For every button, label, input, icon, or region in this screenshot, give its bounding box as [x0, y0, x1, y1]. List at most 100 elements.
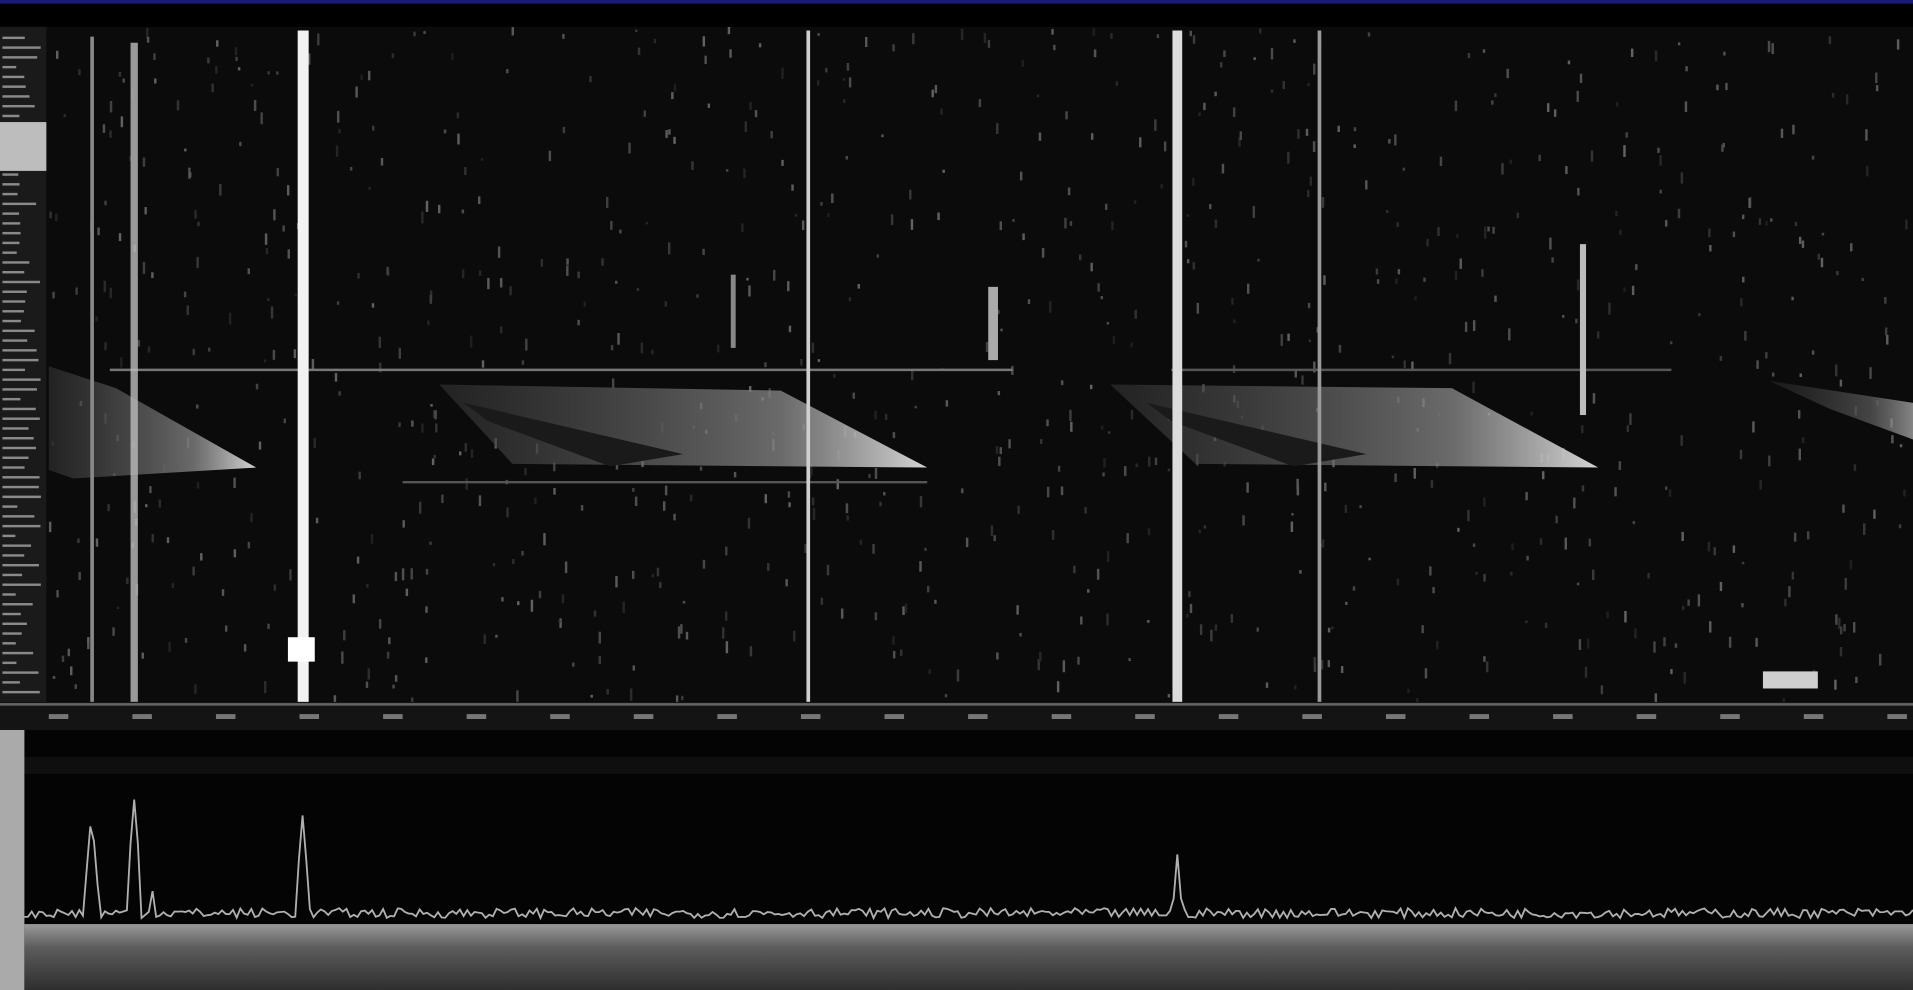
- speckle: [1511, 543, 1514, 551]
- speckle: [1791, 571, 1795, 580]
- speckle: [924, 547, 927, 551]
- speckle: [1896, 39, 1900, 50]
- speckle: [628, 142, 631, 154]
- speckle: [622, 601, 625, 613]
- speckle: [722, 627, 725, 639]
- tick-label-blur: [633, 714, 654, 720]
- speckle: [352, 594, 356, 604]
- speckle: [186, 305, 189, 315]
- speckle: [524, 468, 527, 476]
- speckle: [273, 584, 277, 591]
- speckle: [1492, 226, 1495, 234]
- speckle: [619, 229, 622, 234]
- speckle: [1647, 573, 1650, 579]
- speckle: [1186, 214, 1189, 217]
- speckle: [1394, 134, 1397, 146]
- speckle: [48, 521, 52, 533]
- speckle: [1256, 627, 1259, 632]
- speckle: [145, 504, 148, 508]
- speckle: [1794, 221, 1798, 226]
- speckle: [1135, 463, 1138, 468]
- speckle: [1232, 107, 1236, 117]
- speckle: [56, 590, 59, 598]
- speckle: [632, 665, 636, 671]
- speckle: [598, 631, 601, 644]
- speckle: [1454, 270, 1458, 281]
- speckle: [1685, 66, 1688, 72]
- speckle: [461, 209, 465, 214]
- tick-label-blur: [1302, 714, 1322, 720]
- speckle: [183, 291, 187, 298]
- speckle: [682, 600, 686, 604]
- speckle: [1541, 471, 1545, 480]
- speckle: [1839, 646, 1843, 657]
- speckle: [643, 110, 647, 117]
- scale-tick: [2, 270, 25, 274]
- speckle: [1413, 468, 1416, 479]
- speckle: [879, 501, 882, 507]
- speckle: [425, 568, 429, 575]
- speckle: [909, 189, 912, 200]
- speckle: [506, 507, 509, 518]
- speckle: [1546, 103, 1550, 112]
- speckle: [1407, 688, 1410, 693]
- speckle: [307, 53, 311, 65]
- speckle: [211, 83, 214, 93]
- speckle: [1625, 132, 1628, 138]
- speckle: [919, 495, 923, 508]
- speckle: [1564, 537, 1568, 550]
- speckle: [194, 209, 197, 219]
- speckle: [398, 422, 401, 428]
- speckle: [1875, 72, 1878, 84]
- speckle: [525, 338, 528, 351]
- speckle: [1565, 166, 1568, 175]
- speckle: [1456, 234, 1459, 238]
- speckle: [1631, 285, 1635, 296]
- speckle: [52, 676, 56, 679]
- carriers: [90, 30, 1818, 702]
- scale-tick: [2, 563, 40, 567]
- speckle: [1021, 59, 1025, 67]
- speckle: [457, 133, 460, 145]
- speckle: [743, 168, 746, 179]
- speckle: [1230, 614, 1234, 623]
- speckle: [857, 284, 860, 289]
- speckle: [543, 533, 546, 546]
- speckle: [315, 517, 319, 524]
- speckle: [1457, 527, 1460, 532]
- speckle: [645, 221, 649, 225]
- speckle: [653, 38, 657, 44]
- speckle: [843, 99, 846, 103]
- speckle: [441, 494, 444, 504]
- speckle: [744, 121, 748, 133]
- speckle: [1525, 620, 1528, 624]
- speckle: [109, 100, 113, 113]
- speckle: [1296, 478, 1299, 490]
- speckle: [636, 288, 640, 291]
- speckle: [392, 684, 395, 689]
- speckle: [1046, 419, 1049, 427]
- speckle: [1530, 411, 1533, 416]
- speckle: [1681, 605, 1685, 611]
- speckle: [1875, 85, 1879, 92]
- speckle: [129, 155, 132, 162]
- speckle: [451, 53, 454, 60]
- speckle: [1464, 321, 1468, 333]
- speckle: [1430, 480, 1434, 488]
- speckle: [1022, 233, 1025, 241]
- speckle: [1873, 509, 1876, 519]
- speckle: [1100, 296, 1104, 300]
- speckle: [97, 227, 100, 236]
- speckle: [1397, 269, 1401, 275]
- scale-tick: [2, 397, 21, 401]
- speckle: [1128, 658, 1131, 662]
- speckle: [794, 213, 798, 217]
- speckle: [116, 606, 120, 610]
- scale-tick: [2, 427, 29, 430]
- speckle: [747, 517, 751, 529]
- speckle: [282, 225, 285, 232]
- speckle: [540, 258, 544, 267]
- speckle: [1741, 561, 1745, 565]
- speckle: [914, 405, 917, 409]
- speckle: [699, 466, 703, 471]
